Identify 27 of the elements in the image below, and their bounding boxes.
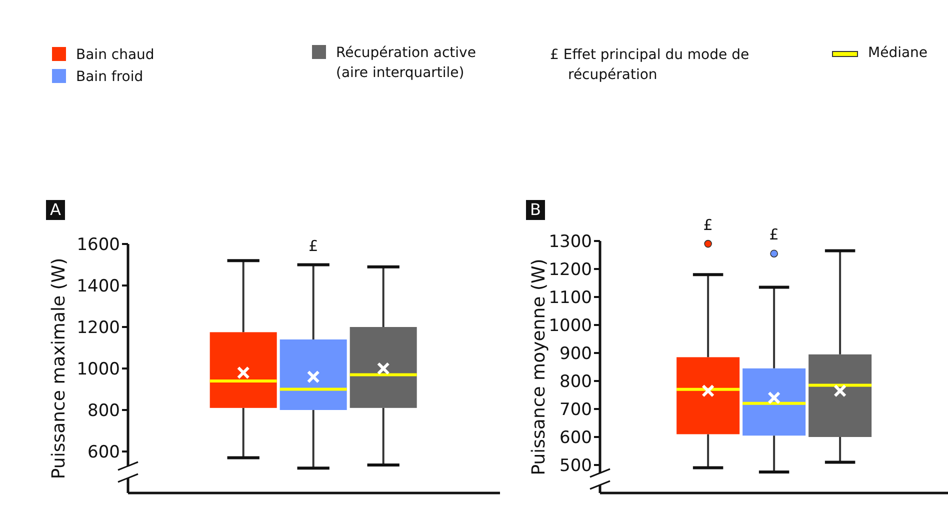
y-tick-label: 1000 <box>76 360 120 380</box>
y-tick-label: 600 <box>560 428 592 448</box>
y-axis-title: Puissance moyenne (W) <box>528 258 550 476</box>
legend-label: Bain froid <box>76 68 144 87</box>
y-tick-label: 1600 <box>76 235 120 256</box>
y-tick-label: 1200 <box>548 260 592 280</box>
text: £ <box>308 236 318 255</box>
text: Médiane <box>868 44 929 63</box>
text: £ <box>769 226 779 244</box>
chart-title: A <box>46 200 65 220</box>
y-tick-label: 1100 <box>548 288 592 308</box>
y-tick-label: 700 <box>560 400 592 420</box>
legend-label: Récupération active (aire interquartile) <box>336 44 477 83</box>
y-tick-label: 1400 <box>76 276 120 297</box>
text: £ <box>703 216 713 234</box>
y-tick-label: 1300 <box>548 232 592 252</box>
legend-label: Bain chaud <box>76 46 156 65</box>
y-tick-label: 500 <box>560 456 592 476</box>
chart-title: B <box>526 200 545 220</box>
y-tick-label: 1000 <box>548 316 592 336</box>
y-tick-label: 1200 <box>76 318 120 338</box>
y-tick-label: 800 <box>560 372 592 392</box>
y-axis-title: Puissance maximale (W) <box>48 258 70 480</box>
y-tick-label: 800 <box>88 401 120 422</box>
y-tick-label: 900 <box>560 344 592 364</box>
y-tick-label: 600 <box>88 442 120 463</box>
text: £ Effet principal du mode de récupération <box>550 46 750 85</box>
